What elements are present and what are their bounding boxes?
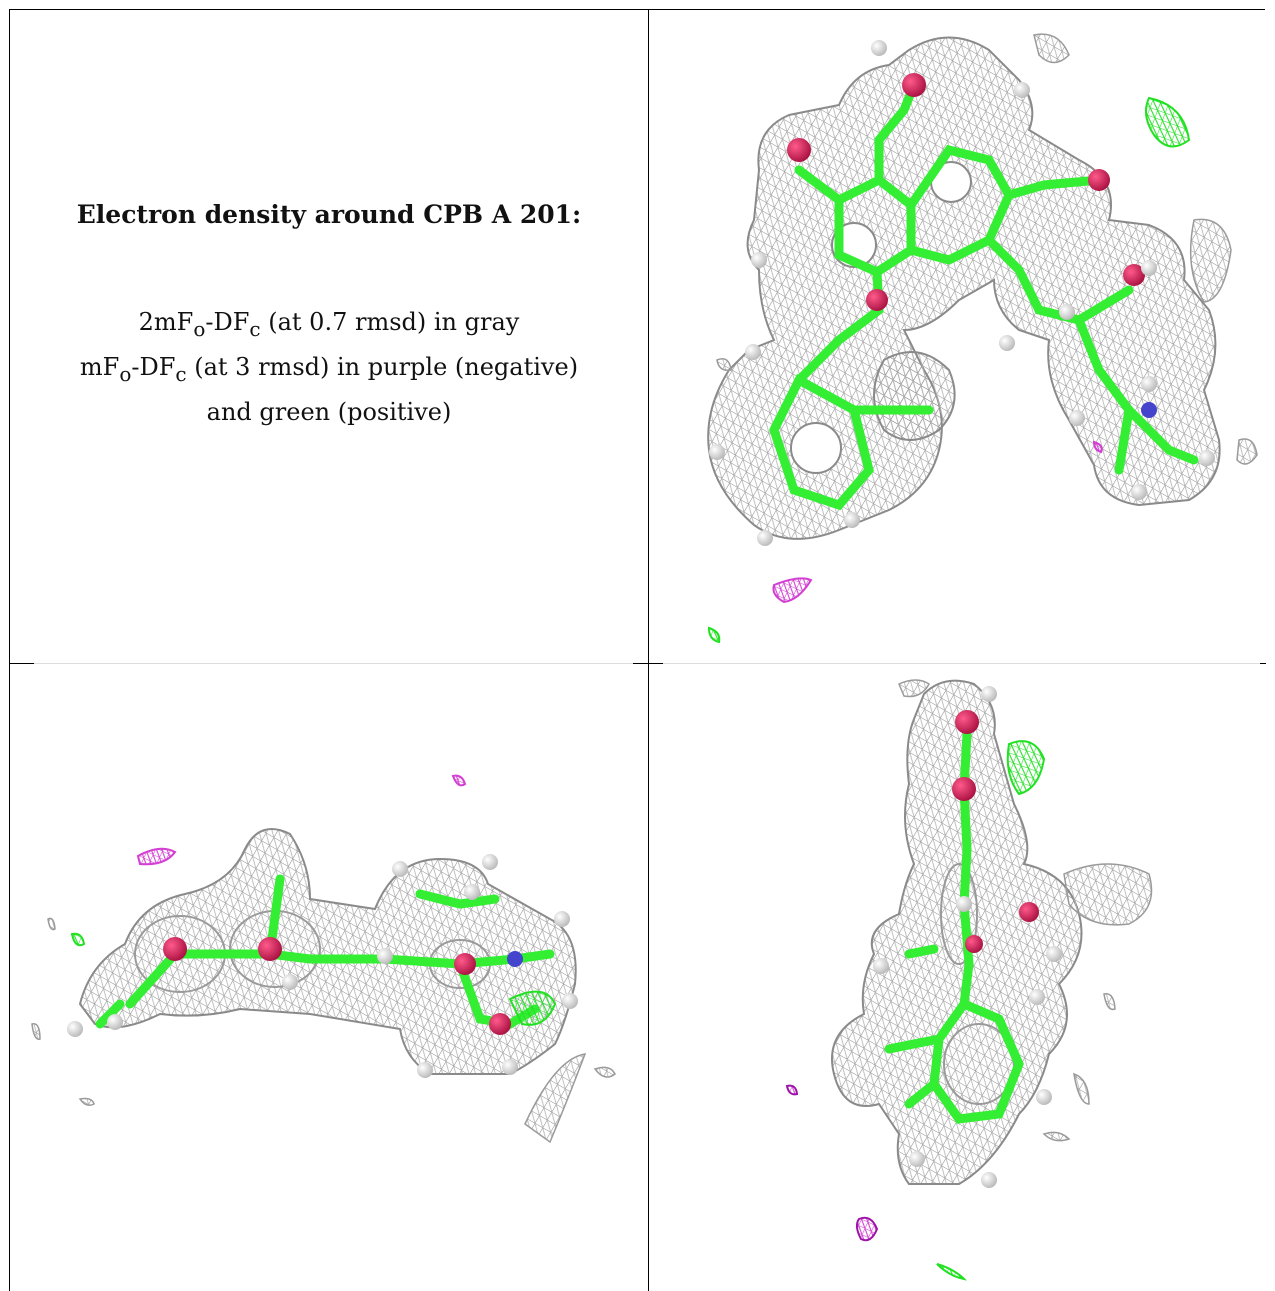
density-view-top-right xyxy=(649,10,1265,662)
gray-density-fragments xyxy=(898,679,1153,1142)
positive-density xyxy=(936,740,1046,1281)
positive-density xyxy=(707,96,1191,644)
table-border-middle xyxy=(648,9,649,1291)
figure-caption: Electron density around CPB A 201: 2mFo-… xyxy=(14,200,644,431)
oxygen-atoms xyxy=(952,710,1039,953)
table-row-divider-left xyxy=(9,663,34,664)
caption-line-2: mFo-DFc (at 3 rmsd) in purple (negative) xyxy=(79,352,579,386)
oxygen-atoms xyxy=(163,937,511,1035)
density-view-bottom-left xyxy=(10,664,647,1291)
caption-line-3: and green (positive) xyxy=(206,397,452,426)
density-view-bottom-right xyxy=(649,664,1265,1291)
table-row-divider-right xyxy=(1260,663,1266,664)
gray-density-fragments xyxy=(716,33,1258,465)
table-border-top xyxy=(9,9,1265,10)
positive-density xyxy=(70,932,557,1026)
negative-density xyxy=(772,440,1103,604)
nitrogen-atom xyxy=(507,951,523,967)
caption-line-1: 2mFo-DFc (at 0.7 rmsd) in gray xyxy=(138,308,520,341)
gray-density-mesh xyxy=(78,828,577,1075)
bonds xyxy=(769,80,1199,511)
oxygen-atoms xyxy=(787,73,1145,311)
hydrogen-atoms xyxy=(709,40,1215,546)
table-border-left xyxy=(9,9,10,1291)
nitrogen-atom xyxy=(1141,402,1157,418)
negative-density xyxy=(785,1084,879,1242)
ring-holes xyxy=(940,863,1015,1105)
hydrogen-atoms xyxy=(67,854,578,1078)
table-row-divider-middle xyxy=(633,663,663,664)
hydrogen-atoms xyxy=(873,686,1062,1188)
caption-title: Electron density around CPB A 201: xyxy=(76,200,582,229)
gray-density-fragments xyxy=(31,917,616,1144)
negative-density xyxy=(136,774,467,866)
gray-density-mesh xyxy=(707,36,1221,540)
